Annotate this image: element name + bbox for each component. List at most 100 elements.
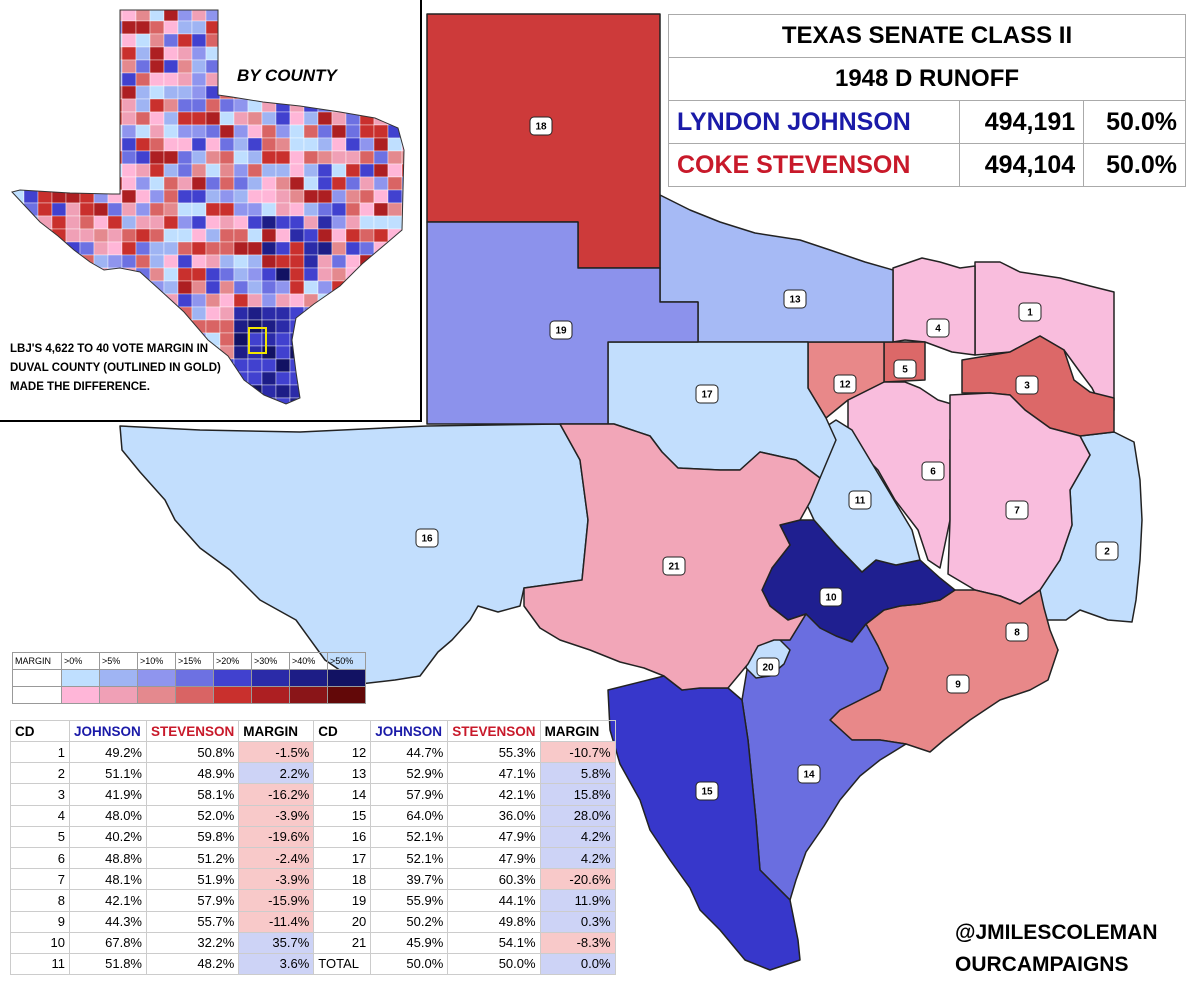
county-cell xyxy=(79,306,95,321)
county-cell xyxy=(107,319,123,334)
county-cell xyxy=(261,124,277,139)
county-cell xyxy=(135,85,151,100)
county-cell xyxy=(289,384,305,399)
county-cell xyxy=(65,85,81,100)
county-cell xyxy=(205,124,221,139)
county-cell xyxy=(317,254,333,269)
county-cell xyxy=(149,111,165,126)
county-cell xyxy=(275,85,291,100)
county-cell xyxy=(317,124,333,139)
cell-johnson: 48.1% xyxy=(69,868,147,891)
cell-johnson: 55.9% xyxy=(370,889,449,912)
legend-johnson-row xyxy=(12,669,62,687)
county-cell xyxy=(149,163,165,178)
county-cell xyxy=(387,371,403,386)
cell-total-johnson: 50.0% xyxy=(370,952,449,976)
county-cell xyxy=(37,163,53,178)
county-cell xyxy=(135,124,151,139)
county-cell xyxy=(289,20,305,35)
county-cell xyxy=(387,254,403,269)
county-cell xyxy=(191,111,207,126)
county-cell xyxy=(121,33,137,48)
cell-margin: -3.9% xyxy=(238,868,315,891)
legend-swatch-johnson xyxy=(213,669,252,687)
county-cell xyxy=(37,319,53,334)
county-cell xyxy=(51,293,67,308)
county-cell xyxy=(107,306,123,321)
county-cell xyxy=(275,163,291,178)
county-cell xyxy=(93,228,109,243)
county-cell xyxy=(121,306,137,321)
county-cell xyxy=(275,293,291,308)
cell-margin: -3.9% xyxy=(238,804,315,827)
county-cell xyxy=(121,98,137,113)
county-cell xyxy=(135,306,151,321)
county-cell xyxy=(261,306,277,321)
county-cell xyxy=(23,124,39,139)
county-cell xyxy=(275,202,291,217)
county-cell xyxy=(261,137,277,152)
cell-johnson: 44.7% xyxy=(370,740,449,764)
legend-swatch-stevenson xyxy=(137,686,176,704)
county-cell xyxy=(303,358,319,373)
county-cell xyxy=(79,20,95,35)
county-cell xyxy=(317,111,333,126)
table-row: 5 40.2% 59.8% -19.6% 16 52.1% 47.9% 4.2% xyxy=(10,825,616,848)
county-cell xyxy=(331,111,347,126)
cell-johnson: 57.9% xyxy=(370,783,449,806)
district-label-16: 16 xyxy=(421,534,433,545)
county-cell xyxy=(247,332,263,347)
county-cell xyxy=(37,59,53,74)
district-label-15: 15 xyxy=(701,787,713,798)
county-cell xyxy=(177,124,193,139)
county-cell xyxy=(23,72,39,87)
stevenson-pct: 50.0% xyxy=(1083,143,1186,187)
county-cell xyxy=(345,20,361,35)
county-cell xyxy=(401,280,404,295)
cell-johnson: 67.8% xyxy=(69,931,147,954)
county-cell xyxy=(65,33,81,48)
county-cell xyxy=(65,20,81,35)
county-cell xyxy=(219,72,235,87)
county-cell xyxy=(191,59,207,74)
county-cell xyxy=(51,98,67,113)
county-cell xyxy=(317,319,333,334)
county-cell xyxy=(233,293,249,308)
table-row: 11 51.8% 48.2% 3.6% TOTAL 50.0% 50.0% 0.0% xyxy=(10,952,616,976)
county-cell xyxy=(303,254,319,269)
county-cell xyxy=(373,10,389,22)
county-cell xyxy=(93,306,109,321)
county-cell xyxy=(233,215,249,230)
county-cell xyxy=(121,176,137,191)
county-cell xyxy=(303,176,319,191)
county-cell xyxy=(37,10,53,22)
county-cell xyxy=(205,176,221,191)
statewide-results-table: TEXAS SENATE CLASS II 1948 D RUNOFF LYND… xyxy=(668,14,1186,187)
county-cell xyxy=(149,72,165,87)
county-cell xyxy=(233,46,249,61)
district-label-8: 8 xyxy=(1014,628,1020,639)
county-cell xyxy=(12,254,25,269)
county-cell xyxy=(121,293,137,308)
county-cell xyxy=(401,111,404,126)
county-cell xyxy=(359,46,375,61)
county-cell xyxy=(177,202,193,217)
county-cell xyxy=(233,384,249,399)
county-cell xyxy=(331,319,347,334)
county-cell xyxy=(219,98,235,113)
county-cell xyxy=(401,215,404,230)
county-cell xyxy=(135,46,151,61)
county-cell xyxy=(163,241,179,256)
county-cell xyxy=(387,319,403,334)
county-cell xyxy=(247,371,263,386)
county-cell xyxy=(219,59,235,74)
county-cell xyxy=(191,267,207,282)
county-cell xyxy=(205,254,221,269)
county-cell xyxy=(51,72,67,87)
county-cell xyxy=(205,319,221,334)
county-cell xyxy=(163,111,179,126)
county-cell xyxy=(149,306,165,321)
county-cell xyxy=(205,306,221,321)
county-cell xyxy=(65,228,81,243)
cell-stevenson: 49.8% xyxy=(447,910,541,933)
